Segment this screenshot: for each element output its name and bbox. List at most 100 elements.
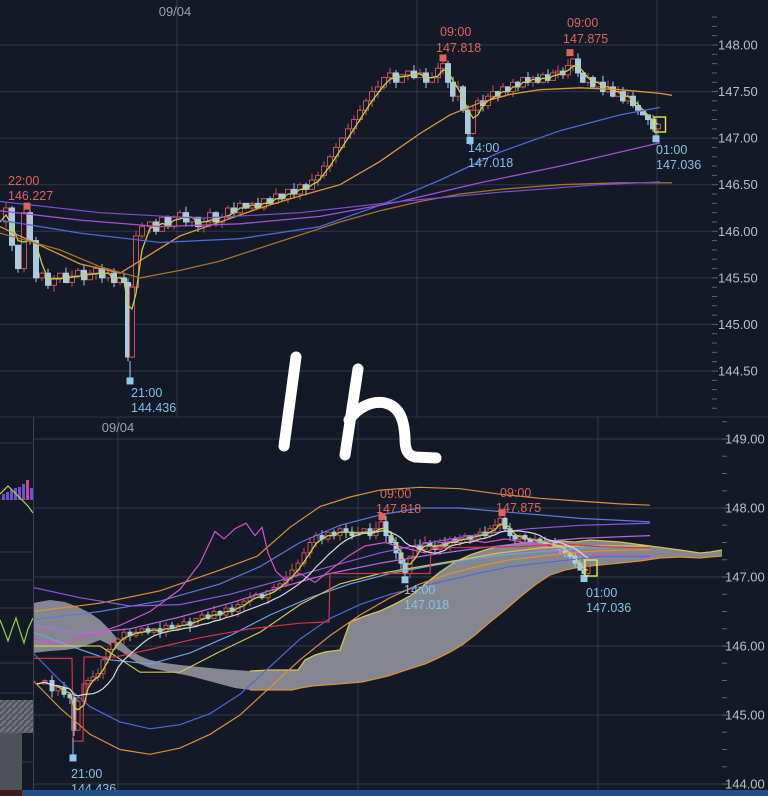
candle-up	[147, 221, 153, 228]
candle-up	[345, 128, 351, 139]
candle-up	[440, 63, 446, 69]
ichimoku-cloud-left	[33, 600, 250, 690]
band-orange-lower	[32, 548, 651, 755]
price-axis-label: 144.00	[725, 777, 765, 792]
candle-down	[512, 535, 518, 540]
price-axis-label: 145.50	[718, 270, 758, 285]
ma-brown	[0, 182, 672, 279]
ma-fast-green	[0, 65, 659, 311]
candle-up	[93, 268, 99, 274]
band-blue-upper	[32, 507, 651, 621]
strip-histogram-bar	[6, 492, 9, 500]
candle-down	[388, 535, 394, 543]
annotation-label: 09:00	[440, 25, 471, 39]
annotation-label: 09:00	[500, 486, 531, 500]
ma-white	[36, 530, 589, 697]
session-high-marker	[566, 49, 574, 57]
candle-up	[327, 156, 333, 167]
strip-histogram-bar	[30, 488, 33, 500]
session-low-marker	[580, 575, 588, 583]
bottom-scrollbar[interactable]	[22, 790, 768, 796]
session-high-marker	[498, 509, 506, 517]
left-strip-panel[interactable]	[0, 417, 768, 796]
price-axis-label: 146.00	[718, 224, 758, 239]
annotation-label: 147.036	[586, 601, 631, 615]
annotation-label: 147.875	[496, 501, 541, 515]
candle-up	[87, 272, 93, 281]
cloud-top-edge	[249, 539, 723, 672]
bottom-chart[interactable]: 149.00 148.00 147.00 146.00 145.00 144.00 09/0…	[32, 417, 765, 796]
candle-up	[110, 642, 116, 650]
candle-down	[445, 63, 451, 83]
annotation-label: 01:00	[586, 586, 617, 600]
strip-histogram-bar	[22, 484, 25, 500]
current-candle-highlight	[584, 559, 598, 577]
band-orange-upper	[32, 486, 651, 613]
price-axis-label: 144.50	[718, 363, 758, 378]
price-axis-label: 146.00	[725, 639, 765, 654]
strip-hatched-block	[0, 700, 33, 733]
candle-up	[333, 146, 339, 158]
line-red-step	[33, 543, 651, 742]
candle-up	[121, 631, 127, 640]
candle-up	[357, 109, 363, 121]
strip-histogram-bar	[26, 480, 29, 500]
handwriting-overlay	[278, 351, 442, 464]
candle-up	[55, 686, 61, 692]
price-axis-label: 146.50	[718, 177, 758, 192]
price-axis-label: 147.00	[725, 570, 765, 585]
annotation-label: 147.818	[436, 41, 481, 55]
strip-histogram-bar	[2, 494, 5, 500]
candle-up	[351, 119, 357, 130]
candle-up	[75, 269, 81, 277]
candle-up	[139, 226, 145, 237]
ma-purple	[0, 181, 661, 219]
candle-up	[363, 100, 369, 111]
price-axis-label: 145.00	[718, 317, 758, 332]
date-label: 09/04	[102, 420, 135, 435]
candle-up	[555, 70, 561, 74]
cloud-bottom-edge	[250, 555, 723, 691]
candle-up	[57, 272, 63, 279]
annotation-label: 147.036	[656, 158, 701, 172]
annotation-label: 21:00	[131, 386, 162, 400]
strip-histogram-bar	[18, 487, 21, 500]
strip-histogram-bar	[10, 490, 13, 500]
strip-maroon-block	[0, 790, 22, 796]
session-high-marker	[23, 202, 31, 210]
ma-orange	[0, 87, 673, 274]
session-low-marker	[652, 135, 660, 143]
candle-up	[69, 275, 75, 284]
annotation-label: 21:00	[71, 767, 102, 781]
session-high-marker	[378, 513, 386, 521]
session-low-marker	[126, 377, 134, 385]
candle-up	[339, 137, 345, 148]
annotation-label: 147.875	[563, 32, 608, 46]
annotation-label: 144.436	[131, 401, 176, 415]
date-label: 09/04	[159, 4, 192, 19]
annotation-label: 146.227	[8, 189, 53, 203]
top-chart[interactable]: 148.00 147.50 147.00 146.50 146.00 145.50 145.…	[0, 0, 758, 417]
strip-indicator-line	[0, 485, 34, 514]
annotation-label: 09:00	[380, 487, 411, 501]
candle-up	[470, 109, 476, 134]
candle-up	[225, 207, 231, 218]
candle-down	[27, 212, 33, 242]
candle-up	[429, 77, 435, 83]
session-low-marker	[466, 136, 474, 144]
candle-up	[378, 521, 384, 530]
candle-up	[201, 221, 207, 228]
band-blue-lower	[32, 555, 650, 730]
session-low-marker	[69, 754, 77, 762]
candle-down	[507, 528, 513, 537]
line-magenta	[32, 522, 651, 645]
session-high-marker	[439, 54, 447, 62]
candle-up	[199, 614, 205, 619]
annotation-label: 14:00	[404, 583, 435, 597]
candles[interactable]	[3, 53, 661, 362]
annotation-label: 09:00	[567, 16, 598, 30]
candle-up	[51, 277, 57, 286]
